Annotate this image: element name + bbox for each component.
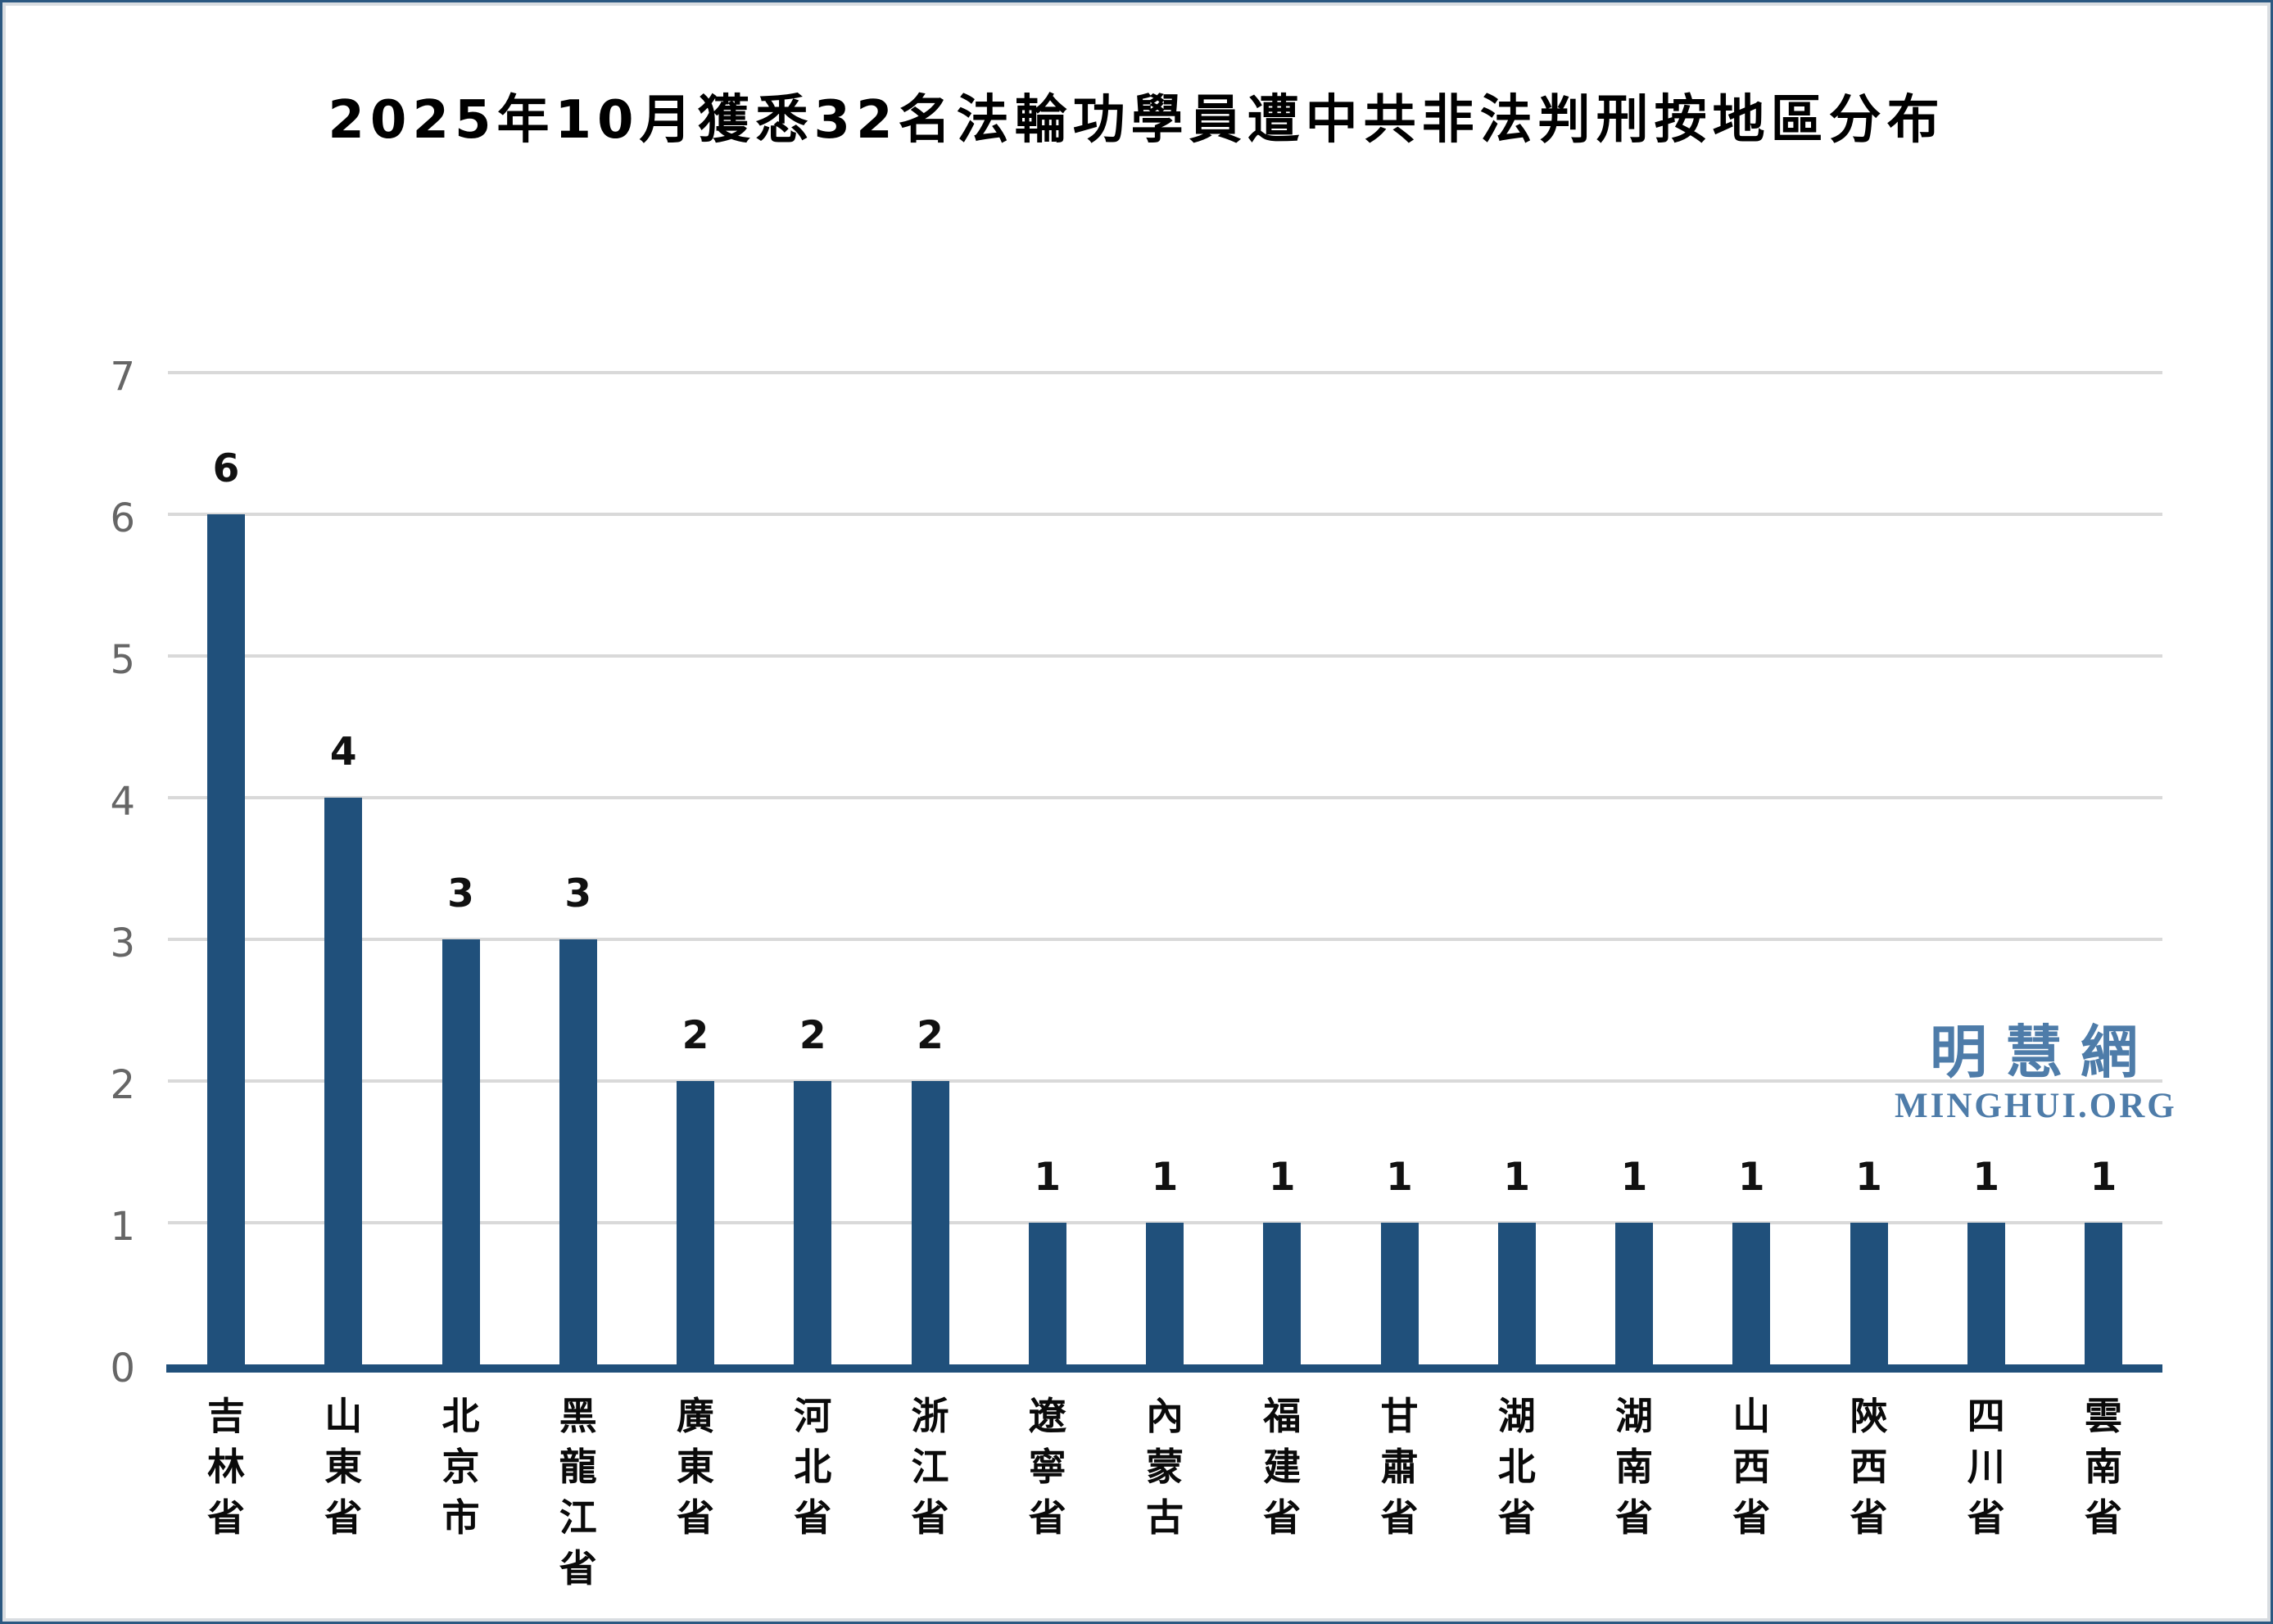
x-category-label-山東省: 山東省 — [324, 1394, 363, 1540]
y-tick-label-5: 5 — [110, 637, 135, 683]
x-category-label-黑龍江省: 黑龍江省 — [559, 1394, 597, 1590]
x-category-label-湖南省: 湖南省 — [1615, 1394, 1653, 1540]
minghui-logo-url: MINGHUI.ORG — [1895, 1087, 2177, 1125]
x-category-label-遼寧省: 遼寧省 — [1028, 1394, 1066, 1540]
bar-浙江省 — [911, 1081, 949, 1364]
bar-黑龍江省 — [559, 939, 597, 1364]
x-category-label-山西省: 山西省 — [1732, 1394, 1771, 1540]
bar-value-label-四川省: 1 — [1972, 1155, 2000, 1200]
gridline-y4 — [168, 796, 2162, 799]
x-category-label-四川省: 四川省 — [1967, 1394, 2005, 1540]
gridline-y2 — [168, 1079, 2162, 1083]
bar-山東省 — [324, 798, 363, 1364]
bar-value-label-甘肅省: 1 — [1386, 1155, 1413, 1200]
y-tick-label-4: 4 — [110, 779, 135, 825]
bar-雲南省 — [2085, 1223, 2122, 1364]
x-axis-line — [166, 1364, 2162, 1373]
gridline-y7 — [168, 371, 2162, 374]
x-category-label-陝西省: 陝西省 — [1850, 1394, 1888, 1540]
y-tick-label-1: 1 — [110, 1204, 135, 1250]
minghui-watermark: 明慧網 MINGHUI.ORG — [1895, 1018, 2177, 1126]
bar-value-label-北京市: 3 — [447, 871, 474, 916]
bar-value-label-湖北省: 1 — [1503, 1155, 1531, 1200]
gridline-y5 — [168, 654, 2162, 658]
bar-value-label-山東省: 4 — [329, 730, 357, 775]
bar-value-label-福建省: 1 — [1268, 1155, 1296, 1200]
gridline-y6 — [168, 513, 2162, 516]
bar-value-label-廣東省: 2 — [681, 1013, 709, 1058]
bar-四川省 — [1967, 1223, 2005, 1364]
gridline-y3 — [168, 938, 2162, 941]
bar-陝西省 — [1850, 1223, 1888, 1364]
bar-北京市 — [441, 939, 480, 1364]
y-tick-label-7: 7 — [110, 354, 135, 400]
bar-湖北省 — [1497, 1223, 1536, 1364]
bar-value-label-河北省: 2 — [799, 1013, 826, 1058]
x-category-label-雲南省: 雲南省 — [2085, 1394, 2122, 1540]
y-tick-label-3: 3 — [110, 921, 135, 966]
bar-福建省 — [1263, 1223, 1302, 1364]
y-tick-label-0: 0 — [110, 1346, 135, 1391]
bar-山西省 — [1732, 1223, 1771, 1364]
x-category-label-甘肅省: 甘肅省 — [1380, 1394, 1419, 1540]
bar-value-label-雲南省: 1 — [2090, 1155, 2117, 1200]
bar-value-label-山西省: 1 — [1737, 1155, 1765, 1200]
x-category-label-湖北省: 湖北省 — [1497, 1394, 1536, 1540]
y-tick-label-6: 6 — [110, 495, 135, 541]
y-tick-label-2: 2 — [110, 1062, 135, 1108]
bar-廣東省 — [677, 1081, 714, 1364]
bar-甘肅省 — [1380, 1223, 1419, 1364]
chart-title: 2025年10月獲悉32名法輪功學員遭中共非法判刑按地區分布 — [328, 90, 1945, 151]
bar-value-label-黑龍江省: 3 — [564, 871, 592, 916]
bar-value-label-湖南省: 1 — [1620, 1155, 1648, 1200]
bar-value-label-遼寧省: 1 — [1034, 1155, 1062, 1200]
x-category-label-吉林省: 吉林省 — [207, 1394, 245, 1540]
bar-吉林省 — [207, 514, 245, 1364]
bar-河北省 — [794, 1081, 832, 1364]
bar-value-label-吉林省: 6 — [212, 446, 240, 491]
bar-value-label-陝西省: 1 — [1855, 1155, 1882, 1200]
bar-湖南省 — [1615, 1223, 1653, 1364]
minghui-logo-cjk: 明慧網 — [1930, 1019, 2156, 1086]
x-category-label-北京市: 北京市 — [441, 1394, 480, 1540]
x-category-label-河北省: 河北省 — [794, 1394, 832, 1540]
bar-遼寧省 — [1028, 1223, 1066, 1364]
x-category-label-浙江省: 浙江省 — [911, 1394, 949, 1540]
bar-value-label-內蒙古: 1 — [1151, 1155, 1179, 1200]
x-category-label-廣東省: 廣東省 — [677, 1394, 714, 1540]
x-category-label-福建省: 福建省 — [1263, 1394, 1302, 1540]
x-category-label-內蒙古: 內蒙古 — [1146, 1394, 1184, 1540]
bar-value-label-浙江省: 2 — [917, 1013, 944, 1058]
bar-內蒙古 — [1146, 1223, 1184, 1364]
